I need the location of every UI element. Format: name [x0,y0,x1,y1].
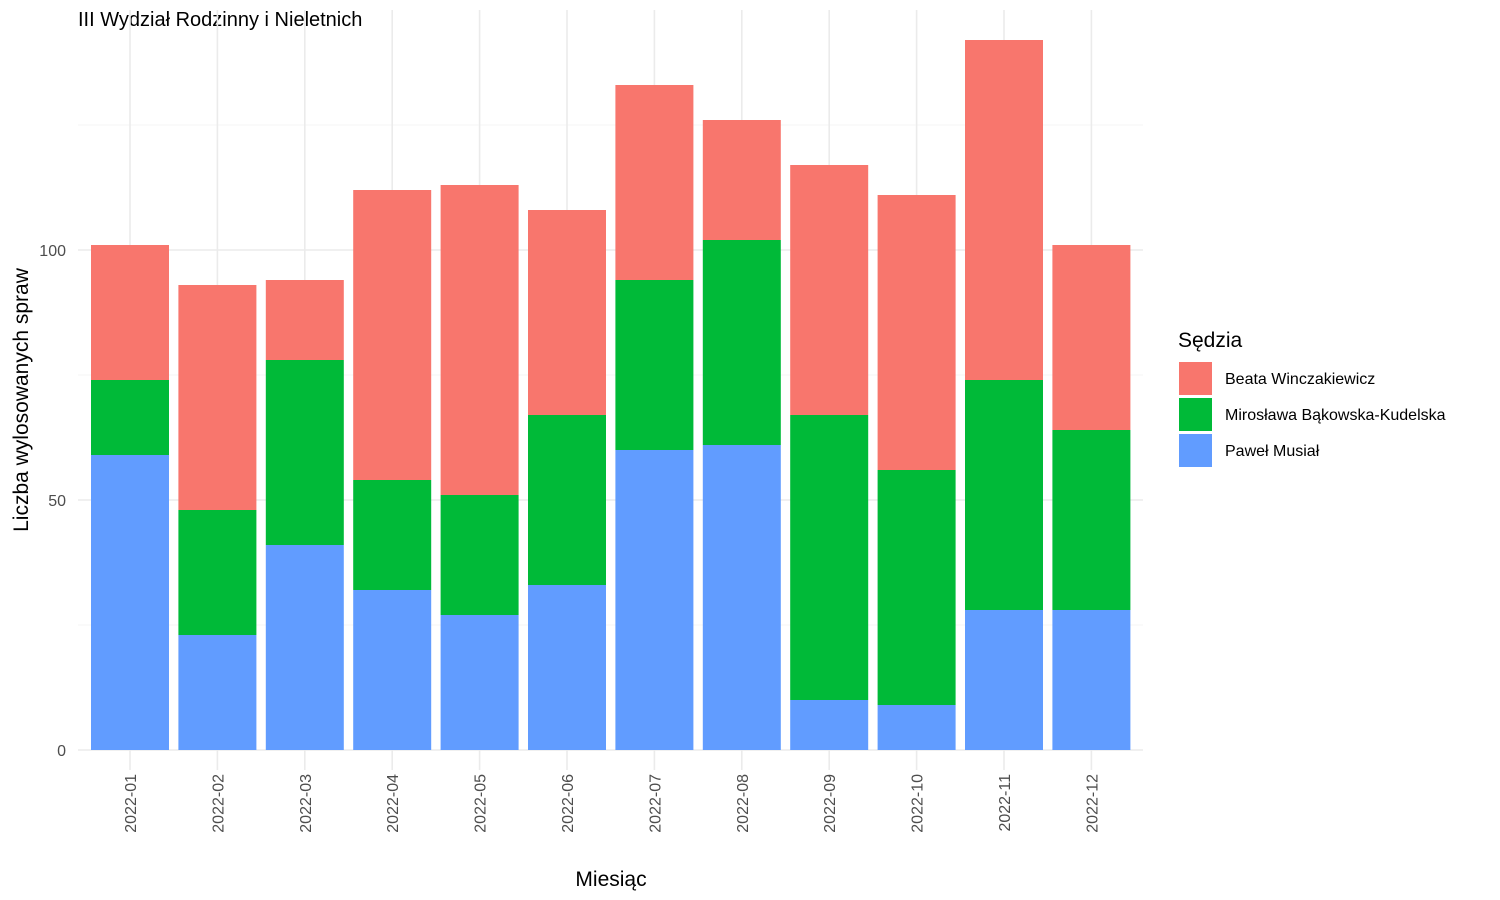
y-tick-label: 50 [48,493,66,510]
bar-segment [702,120,781,240]
x-axis-ticks: 2022-01 2022-02 2022-03 2022-04 2022-05 2022-… [123,774,1101,833]
bar-segment [877,195,956,470]
legend-title: Sędzia [1178,329,1243,352]
x-tick-label: 2022-08 [735,774,752,833]
bar-segment [615,450,694,750]
legend-key [1179,398,1212,431]
bar-segment [790,415,869,700]
bar-segment [528,210,606,415]
y-tick-label: 100 [39,243,66,260]
x-tick-label: 2022-05 [473,774,490,833]
x-tick-label: 2022-09 [822,774,839,833]
bar-segment [790,700,869,750]
bar-segment [178,510,257,635]
bars [91,40,1131,750]
bar-segment [965,380,1043,610]
bar-segment [353,590,432,750]
bar-segment [1052,610,1131,750]
legend-key [1179,434,1212,467]
bar-segment [91,380,169,455]
bar-segment [440,615,519,750]
x-tick-label: 2022-07 [647,774,664,833]
bar-segment [790,165,869,415]
bar-segment [178,285,257,510]
x-axis-title: Miesiąc [575,868,646,891]
bar-segment [440,495,519,615]
bar-segment [1052,430,1131,610]
bar-segment [528,585,606,750]
x-tick-label: 2022-12 [1084,774,1101,833]
bar-segment [528,415,606,585]
bar-segment [965,40,1043,380]
bar-segment [91,245,169,380]
x-tick-label: 2022-02 [210,774,227,833]
legend-label: Mirosława Bąkowska-Kudelska [1225,407,1446,424]
bar-segment [615,280,694,450]
x-tick-label: 2022-10 [910,774,927,833]
bar-segment [265,545,344,750]
chart-title: III Wydział Rodzinny i Nieletnich [78,9,362,31]
bar-segment [353,480,432,590]
y-axis-ticks: 0 50 100 [39,243,66,760]
y-axis-title: Liczba wylosowanych spraw [10,267,33,532]
bar-segment [702,240,781,445]
legend-key [1179,362,1212,395]
bar-segment [965,610,1043,750]
legend-label: Beata Winczakiewicz [1225,371,1375,388]
x-tick-label: 2022-03 [298,774,315,833]
bar-segment [1052,245,1131,430]
bar-segment [265,280,344,360]
legend: Sędzia Beata Winczakiewicz Mirosława Bąko… [1178,329,1446,467]
bar-segment [91,455,169,750]
bar-segment [265,360,344,545]
x-tick-label: 2022-06 [560,774,577,833]
x-tick-label: 2022-04 [385,774,402,833]
y-tick-label: 0 [57,743,66,760]
x-tick-label: 2022-11 [997,774,1014,832]
bar-segment [702,445,781,750]
legend-label: Paweł Musiał [1225,443,1320,460]
bar-segment [877,470,956,705]
bar-segment [615,85,694,280]
bar-segment [877,705,956,750]
bar-segment [178,635,257,750]
bar-segment [353,190,432,480]
x-tick-label: 2022-01 [123,774,140,833]
bar-segment [440,185,519,495]
